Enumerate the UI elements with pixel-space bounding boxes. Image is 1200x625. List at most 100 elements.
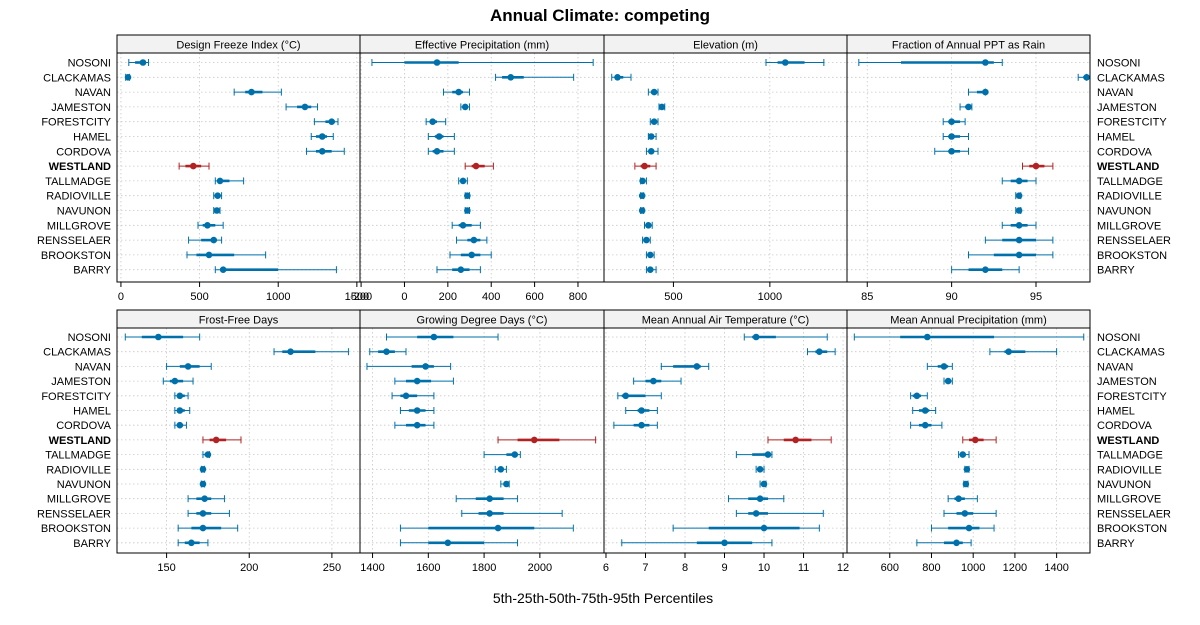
panel: Frost-Free Days 150 200 250: [116, 309, 361, 574]
percentile-marker: [199, 480, 207, 488]
percentile-marker: [124, 73, 132, 81]
percentile-marker: [968, 88, 989, 96]
median-point: [646, 266, 654, 274]
median-point: [965, 103, 972, 111]
median-point: [155, 333, 162, 341]
median-point: [459, 177, 467, 185]
site-label-right: CORDOVA: [1097, 420, 1152, 432]
percentile-marker: [647, 133, 657, 140]
percentile-marker: [660, 362, 710, 370]
median-point: [650, 377, 657, 385]
x-tick-label: 8: [682, 562, 688, 574]
site-label-right: JAMESTON: [1097, 376, 1157, 388]
median-point: [948, 133, 955, 140]
site-label-left: CORDOVA: [56, 420, 111, 432]
median-point: [693, 363, 701, 370]
x-tick-label: 1400: [360, 562, 384, 574]
site-label-left: NOSONI: [68, 58, 111, 70]
percentile-marker: [942, 133, 969, 140]
x-tick-label: 200: [439, 291, 457, 303]
median-point: [638, 207, 646, 214]
median-point: [962, 480, 970, 488]
percentile-marker: [989, 348, 1058, 356]
percentile-marker: [233, 88, 282, 96]
median-point: [1032, 162, 1040, 170]
percentile-marker: [644, 221, 653, 229]
panel: Growing Degree Days (°C) 1400 1600 1800 2000: [359, 309, 605, 574]
median-point: [301, 103, 309, 111]
panels: Design Freeze Index (°C)0 500 1000 1500Effe…: [116, 34, 1091, 574]
median-point: [176, 421, 184, 429]
median-point: [638, 192, 646, 199]
median-point: [176, 407, 184, 414]
median-point: [647, 148, 655, 155]
percentile-marker: [174, 392, 189, 400]
median-point: [139, 59, 147, 66]
median-point: [971, 436, 979, 444]
median-point: [433, 148, 441, 155]
percentile-marker: [767, 436, 832, 444]
median-point: [760, 524, 768, 532]
median-point: [752, 510, 760, 517]
panel: Mean Annual Air Temperature (°C) 6 7 8 9 10 11…: [603, 309, 849, 574]
median-point: [205, 251, 213, 259]
median-point: [429, 118, 436, 125]
median-point: [764, 451, 772, 458]
x-tick-label: 12: [837, 562, 849, 574]
percentile-marker: [464, 207, 471, 214]
site-label-right: HAMEL: [1097, 132, 1135, 144]
site-label-left: JAMESTON: [51, 102, 111, 114]
percentile-marker: [464, 192, 471, 200]
percentile-marker: [177, 524, 239, 532]
percentile-marker: [188, 236, 223, 244]
percentile-marker: [399, 539, 519, 547]
percentile-marker: [425, 118, 447, 126]
site-label-right: NAVUNON: [1097, 479, 1151, 491]
panel-frame: [116, 52, 361, 283]
percentile-marker: [638, 192, 646, 200]
percentile-marker: [174, 407, 191, 414]
site-label-right: RADIOVILLE: [1097, 464, 1162, 476]
site-label-left: MILLGROVE: [47, 220, 111, 232]
median-point: [760, 480, 768, 488]
percentile-marker: [963, 465, 971, 473]
median-point: [1083, 74, 1090, 81]
x-tick-label: 500: [190, 291, 208, 303]
median-point: [214, 192, 221, 199]
site-label-right: CLACKAMAS: [1097, 72, 1165, 84]
x-tick-label: -200: [350, 291, 372, 303]
median-point: [318, 133, 326, 140]
percentile-marker: [369, 348, 407, 356]
percentile-marker: [943, 377, 953, 385]
median-point: [503, 480, 510, 488]
site-label-left: BROOKSTON: [41, 250, 111, 262]
site-label-left: FORESTCITY: [41, 391, 111, 403]
percentile-marker: [197, 221, 224, 229]
median-point: [413, 421, 421, 429]
median-point: [940, 363, 948, 370]
median-point: [921, 421, 929, 429]
percentile-marker: [399, 407, 435, 414]
percentile-marker: [187, 509, 230, 517]
site-label-right: RENSSELAER: [1097, 235, 1171, 247]
site-label-right: NOSONI: [1097, 332, 1140, 344]
percentile-marker: [443, 88, 471, 96]
percentile-marker: [399, 524, 574, 532]
percentile-marker: [458, 177, 468, 185]
site-label-left: NAVAN: [75, 361, 111, 373]
percentile-marker: [464, 162, 494, 170]
x-tick-label: 250: [323, 562, 341, 574]
median-point: [176, 392, 184, 400]
percentile-marker: [494, 465, 507, 473]
x-tick-label: 1200: [1003, 562, 1027, 574]
median-point: [639, 177, 646, 185]
x-tick-label: 0: [118, 291, 124, 303]
percentile-marker: [658, 103, 666, 111]
median-point: [641, 162, 648, 170]
median-point: [287, 348, 294, 356]
median-point: [468, 251, 475, 259]
site-label-right: BROOKSTON: [1097, 523, 1167, 535]
percentile-marker: [942, 118, 966, 126]
site-label-right: HAMEL: [1097, 406, 1135, 418]
percentile-marker: [916, 539, 972, 547]
